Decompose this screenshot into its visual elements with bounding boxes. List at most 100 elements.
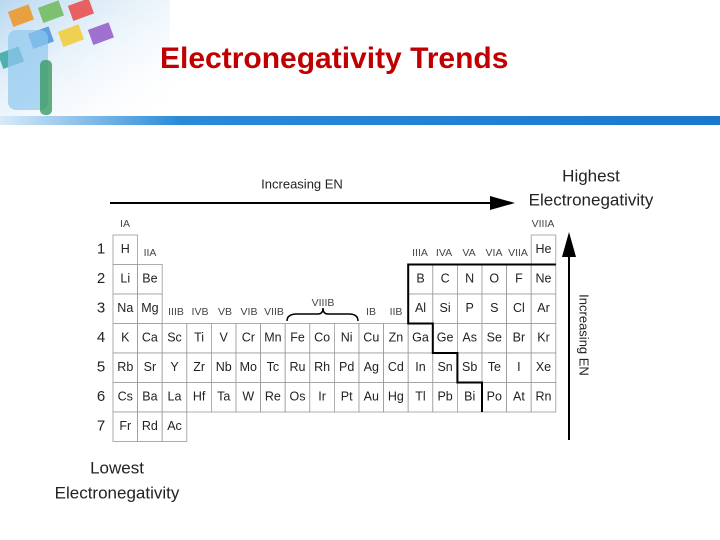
element-symbol: Sn — [437, 360, 452, 374]
element-symbol: Li — [120, 272, 130, 286]
element-symbol: H — [121, 242, 130, 256]
element-cell — [506, 293, 532, 324]
element-cell — [530, 323, 557, 354]
element-cell — [530, 234, 557, 265]
element-cell — [112, 411, 139, 442]
element-symbol: Ru — [290, 360, 306, 374]
element-symbol: Ga — [412, 331, 429, 345]
element-symbol: K — [121, 331, 130, 345]
element-symbol: Ba — [142, 390, 157, 404]
element-symbol: Se — [487, 331, 502, 345]
element-symbol: Os — [290, 390, 306, 404]
period-number: 1 — [97, 241, 105, 258]
element-cell — [210, 382, 237, 413]
period-number: 6 — [97, 388, 105, 405]
element-cell — [530, 264, 557, 295]
element-cell — [506, 352, 532, 383]
element-symbol: Hf — [193, 390, 206, 404]
element-symbol: P — [466, 301, 474, 315]
element-cell — [137, 352, 163, 383]
group-label: IVA — [436, 247, 452, 259]
horizontal-arrow-label: Increasing EN — [261, 176, 343, 191]
element-cell — [358, 352, 385, 383]
group-label: VIIB — [264, 306, 284, 318]
element-symbol: Rn — [536, 390, 552, 404]
element-symbol: I — [517, 360, 520, 374]
element-cell — [309, 352, 335, 383]
group-brace — [286, 307, 359, 322]
element-symbol: Bi — [464, 390, 475, 404]
element-cell — [235, 382, 262, 413]
period-number: 3 — [97, 300, 105, 317]
group-label: IB — [366, 306, 376, 318]
element-symbol: Br — [513, 331, 526, 345]
element-symbol: Ar — [537, 301, 550, 315]
element-symbol: Fe — [290, 331, 305, 345]
element-symbol: Hg — [388, 390, 404, 404]
element-cell — [407, 323, 434, 354]
element-cell — [137, 411, 163, 442]
group-label: VA — [462, 247, 475, 259]
element-cell — [210, 352, 237, 383]
element-symbol: La — [168, 390, 182, 404]
element-cell — [333, 382, 360, 413]
element-cell — [432, 264, 458, 295]
element-symbol: Zr — [193, 360, 205, 374]
element-symbol: At — [513, 390, 525, 404]
element-symbol: Co — [314, 331, 330, 345]
element-cell — [481, 352, 508, 383]
group-label: IIIA — [412, 247, 428, 259]
group-label: VIA — [486, 247, 503, 259]
element-symbol: Mn — [264, 331, 281, 345]
element-symbol: B — [416, 272, 424, 286]
element-symbol: Al — [415, 301, 426, 315]
element-symbol: Y — [170, 360, 179, 374]
element-cell — [481, 293, 508, 324]
element-symbol: Rh — [314, 360, 330, 374]
element-cell — [260, 382, 286, 413]
element-symbol: Cd — [388, 360, 404, 374]
element-symbol: Tc — [267, 360, 280, 374]
period-number: 5 — [97, 359, 105, 376]
element-symbol: Pb — [437, 390, 452, 404]
group-label: IA — [120, 218, 130, 230]
element-symbol: Tl — [415, 390, 425, 404]
vertical-arrowhead — [562, 232, 576, 257]
element-symbol: Rb — [117, 360, 133, 374]
element-symbol: Sb — [462, 360, 477, 374]
element-cell — [112, 323, 139, 354]
group-label: VIIIB — [312, 297, 335, 309]
lowest-label: Electronegativity — [55, 483, 180, 502]
element-symbol: Nb — [216, 360, 232, 374]
group-label: IIB — [390, 306, 403, 318]
trend-annotations: Increasing EN Increasing EN Highest Elec… — [55, 166, 654, 502]
element-symbol: Be — [142, 272, 157, 286]
element-symbol: Rd — [142, 419, 158, 433]
group-label: VIIIA — [532, 218, 555, 230]
element-symbol: Ir — [318, 390, 326, 404]
element-symbol: Kr — [537, 331, 550, 345]
element-cell — [530, 382, 557, 413]
element-symbol: In — [415, 360, 425, 374]
element-symbol: Cs — [118, 390, 133, 404]
group-label: IIA — [144, 247, 157, 259]
header-decoration — [0, 0, 720, 125]
element-symbol: O — [489, 272, 499, 286]
group-label: VIB — [241, 306, 258, 318]
element-cell — [481, 264, 508, 295]
element-cell — [235, 352, 262, 383]
group-label: IIIB — [168, 306, 184, 318]
element-cell — [530, 293, 557, 324]
element-cell — [161, 411, 188, 442]
element-cell — [358, 382, 385, 413]
element-symbol: Ti — [194, 331, 204, 345]
element-symbol: Ne — [536, 272, 552, 286]
element-symbol: Fr — [119, 419, 131, 433]
element-symbol: Xe — [536, 360, 551, 374]
element-symbol: Ni — [341, 331, 353, 345]
element-cell — [432, 293, 458, 324]
element-symbol: Cr — [242, 331, 255, 345]
element-symbol: Mo — [240, 360, 257, 374]
element-cell — [383, 352, 409, 383]
